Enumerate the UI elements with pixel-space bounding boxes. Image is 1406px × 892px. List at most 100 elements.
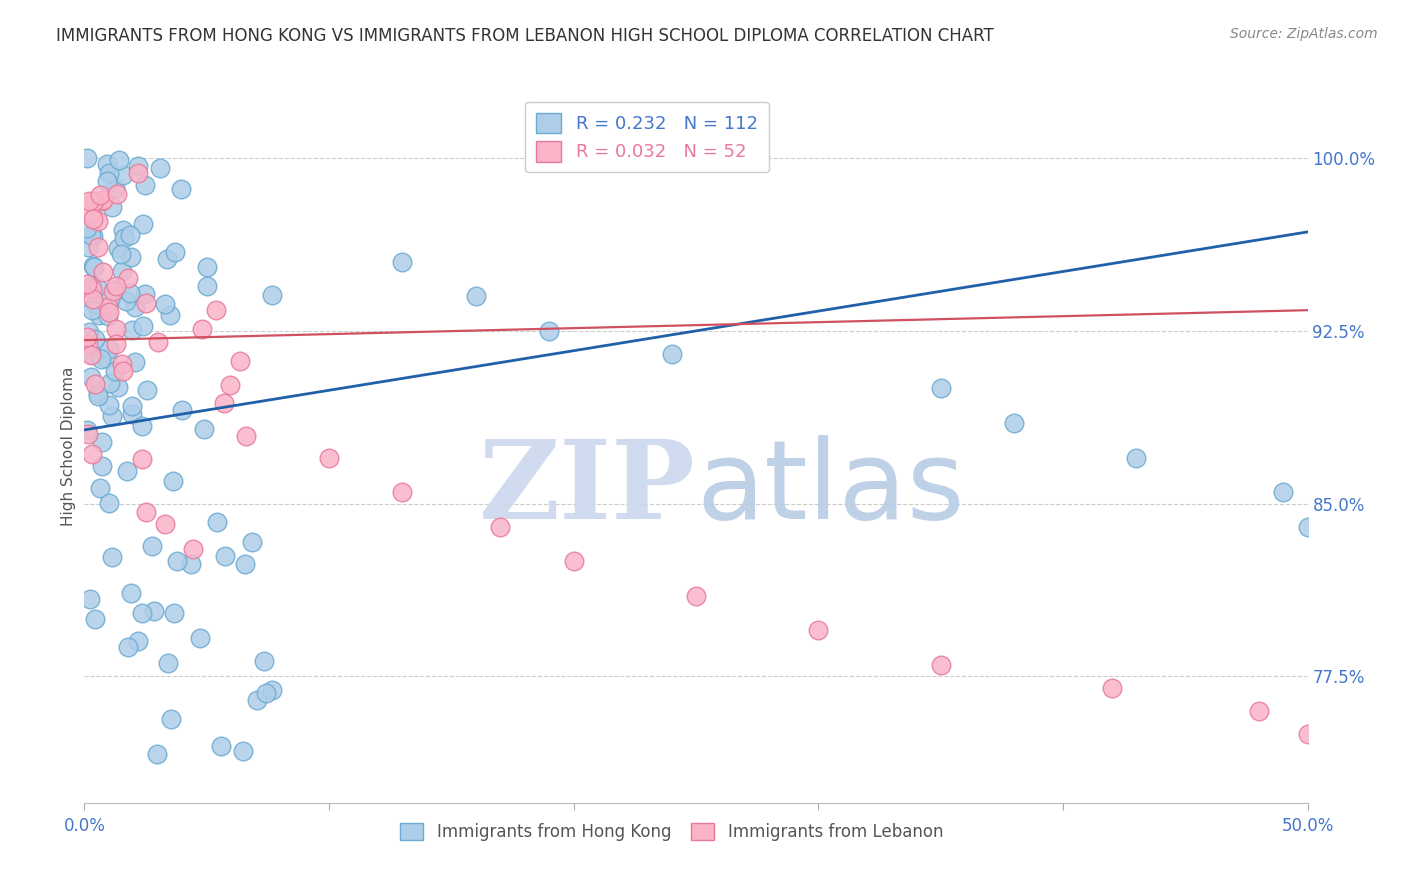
Point xyxy=(807,623,830,637)
Point xyxy=(131,418,153,433)
Point xyxy=(209,739,232,754)
Point xyxy=(87,214,110,228)
Point xyxy=(87,386,110,401)
Point xyxy=(104,364,127,378)
Point xyxy=(84,376,107,391)
Point xyxy=(146,334,169,349)
Point xyxy=(262,287,284,301)
Point xyxy=(118,228,141,243)
Point xyxy=(83,612,105,626)
Point xyxy=(162,474,184,488)
Text: 50.0%: 50.0% xyxy=(1281,817,1334,835)
Point xyxy=(464,289,486,303)
Point xyxy=(90,351,112,366)
Point xyxy=(117,640,139,655)
Point xyxy=(1125,450,1147,465)
Text: Source: ZipAtlas.com: Source: ZipAtlas.com xyxy=(1230,27,1378,41)
Point xyxy=(120,286,142,301)
Point xyxy=(82,229,104,244)
Point xyxy=(115,464,138,478)
Point xyxy=(214,396,236,410)
Point xyxy=(101,285,124,299)
Point xyxy=(84,297,107,311)
Point xyxy=(107,380,129,394)
Point xyxy=(124,355,146,369)
Point xyxy=(661,347,683,361)
Point xyxy=(83,194,105,209)
Point xyxy=(127,160,149,174)
Point xyxy=(134,178,156,192)
Point xyxy=(246,693,269,707)
Point xyxy=(170,181,193,195)
Point xyxy=(91,194,114,208)
Point xyxy=(163,245,186,260)
Point xyxy=(141,539,163,553)
Point xyxy=(96,156,118,170)
Point xyxy=(685,589,707,603)
Point xyxy=(110,247,132,261)
Point xyxy=(149,161,172,175)
Point xyxy=(98,496,121,510)
Point xyxy=(117,270,139,285)
Point xyxy=(111,264,134,278)
Point xyxy=(82,292,104,306)
Point xyxy=(120,251,142,265)
Text: 0.0%: 0.0% xyxy=(63,817,105,835)
Point xyxy=(127,166,149,180)
Point xyxy=(232,744,254,758)
Point xyxy=(98,376,121,391)
Point xyxy=(77,240,100,254)
Point xyxy=(105,187,128,202)
Point xyxy=(77,426,100,441)
Point xyxy=(146,747,169,761)
Point xyxy=(82,259,104,273)
Y-axis label: High School Diploma: High School Diploma xyxy=(60,367,76,525)
Point xyxy=(318,450,340,465)
Point xyxy=(1002,416,1025,430)
Point xyxy=(77,337,100,351)
Point xyxy=(156,252,179,266)
Point xyxy=(76,277,98,291)
Point xyxy=(97,300,120,314)
Point xyxy=(235,557,257,571)
Point xyxy=(80,347,103,361)
Point xyxy=(193,421,215,435)
Point xyxy=(121,323,143,337)
Point xyxy=(107,241,129,255)
Point xyxy=(87,240,110,254)
Point xyxy=(105,321,128,335)
Point xyxy=(91,459,114,474)
Point xyxy=(79,325,101,339)
Point xyxy=(135,296,157,310)
Point xyxy=(121,400,143,414)
Point xyxy=(218,377,240,392)
Point xyxy=(132,218,155,232)
Point xyxy=(121,407,143,421)
Point xyxy=(205,303,228,318)
Point xyxy=(94,351,117,366)
Point xyxy=(191,322,214,336)
Point xyxy=(253,654,276,668)
Point xyxy=(153,297,176,311)
Point xyxy=(96,173,118,187)
Point xyxy=(538,324,561,338)
Point xyxy=(108,153,131,167)
Point xyxy=(195,260,218,274)
Point xyxy=(1101,681,1123,695)
Point xyxy=(131,451,153,466)
Point xyxy=(254,686,277,700)
Point xyxy=(98,166,121,180)
Point xyxy=(489,519,512,533)
Point xyxy=(214,549,236,563)
Point xyxy=(80,282,103,296)
Point xyxy=(80,227,103,242)
Point xyxy=(87,389,110,403)
Point xyxy=(391,485,413,500)
Point xyxy=(142,604,165,618)
Point xyxy=(229,354,252,368)
Point xyxy=(76,221,98,235)
Point xyxy=(156,656,179,670)
Point xyxy=(101,409,124,423)
Point xyxy=(159,712,181,726)
Point xyxy=(262,683,284,698)
